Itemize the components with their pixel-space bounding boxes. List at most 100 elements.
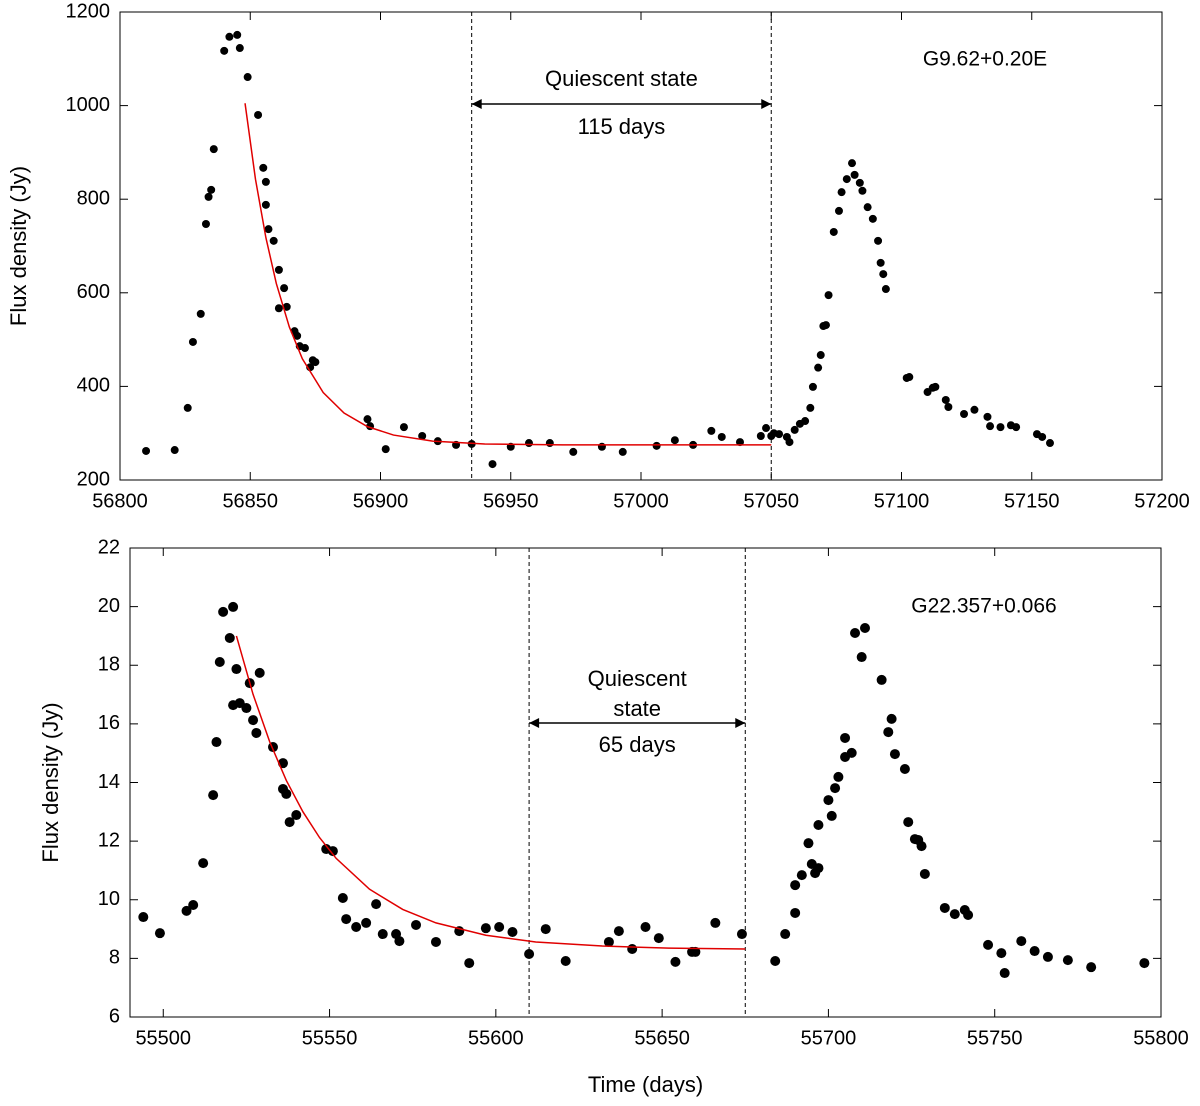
- data-point: [241, 703, 252, 714]
- data-point: [198, 858, 209, 869]
- source-label: G9.62+0.20E: [923, 48, 1047, 71]
- data-point: [282, 302, 291, 311]
- data-point: [204, 192, 213, 201]
- data-point: [868, 214, 877, 223]
- data-point: [860, 623, 871, 634]
- data-point: [850, 628, 861, 639]
- data-point: [876, 674, 887, 685]
- data-point: [327, 846, 338, 857]
- data-point: [251, 727, 262, 738]
- data-point: [840, 732, 851, 743]
- data-point: [905, 373, 914, 382]
- data-point: [293, 331, 302, 340]
- x-tick-label: 56950: [483, 490, 539, 512]
- data-point: [707, 426, 716, 435]
- data-point: [813, 863, 824, 874]
- data-point: [919, 868, 930, 879]
- data-point: [603, 936, 614, 947]
- data-point: [524, 948, 535, 959]
- x-axis-label: Time (days): [588, 1072, 703, 1097]
- data-point: [983, 412, 992, 421]
- data-point: [220, 46, 229, 55]
- data-point: [341, 914, 352, 925]
- data-point: [1042, 951, 1053, 962]
- data-point: [494, 922, 505, 933]
- data-point: [814, 363, 823, 372]
- data-point: [806, 403, 815, 412]
- data-point: [916, 841, 927, 852]
- data-point: [597, 442, 606, 451]
- data-point: [762, 424, 771, 433]
- data-point: [801, 417, 810, 426]
- data-point: [785, 438, 794, 447]
- data-point: [363, 415, 372, 424]
- data-point: [821, 321, 830, 330]
- data-point: [254, 667, 265, 678]
- x-tick-label: 55700: [801, 1027, 857, 1049]
- data-point: [944, 402, 953, 411]
- x-tick-label: 55500: [135, 1027, 191, 1049]
- data-point: [652, 441, 661, 450]
- data-point: [823, 795, 834, 806]
- y-tick-label: 1200: [66, 0, 111, 22]
- data-point: [803, 838, 814, 849]
- data-point: [284, 817, 295, 828]
- data-point: [770, 956, 781, 967]
- x-tick-label: 56900: [353, 490, 409, 512]
- data-point: [970, 405, 979, 414]
- data-point: [796, 870, 807, 881]
- x-tick-label: 57150: [1004, 490, 1060, 512]
- data-point: [488, 460, 497, 469]
- data-point: [1016, 936, 1027, 947]
- data-point: [879, 270, 888, 279]
- data-point: [228, 601, 239, 612]
- x-tick-label: 57100: [874, 490, 930, 512]
- data-point: [986, 422, 995, 431]
- data-point: [618, 447, 627, 456]
- source-label: G22.357+0.066: [911, 595, 1056, 618]
- data-point: [830, 783, 841, 794]
- data-point: [188, 337, 197, 346]
- x-tick-label: 55600: [468, 1027, 524, 1049]
- y-tick-label: 600: [77, 281, 110, 303]
- data-point: [999, 968, 1010, 979]
- data-point: [261, 200, 270, 209]
- data-point: [842, 175, 851, 184]
- y-axis-label: Flux density (Jy): [38, 702, 63, 862]
- x-tick-label: 55750: [967, 1027, 1023, 1049]
- data-point: [613, 926, 624, 937]
- data-point: [899, 764, 910, 775]
- y-tick-label: 22: [98, 536, 120, 558]
- data-point: [569, 447, 578, 456]
- data-point: [209, 145, 218, 154]
- y-tick-label: 20: [98, 595, 120, 617]
- data-point: [170, 446, 179, 455]
- data-point: [949, 909, 960, 920]
- data-point: [640, 922, 651, 933]
- data-point: [856, 652, 867, 663]
- interval-duration: 115 days: [578, 114, 666, 139]
- data-point: [480, 923, 491, 934]
- y-tick-label: 6: [109, 1005, 120, 1027]
- data-point: [850, 170, 859, 179]
- y-tick-label: 1000: [66, 94, 111, 116]
- data-point: [351, 922, 362, 933]
- data-point: [790, 880, 801, 891]
- data-point: [876, 258, 885, 267]
- data-point: [996, 423, 1005, 432]
- data-point: [824, 291, 833, 300]
- data-point: [274, 304, 283, 313]
- data-point: [1062, 955, 1073, 966]
- data-point: [735, 438, 744, 447]
- y-tick-label: 200: [77, 468, 110, 490]
- data-point: [963, 909, 974, 920]
- data-point: [254, 110, 263, 119]
- data-point: [377, 929, 388, 940]
- data-point: [154, 928, 165, 939]
- y-tick-label: 400: [77, 375, 110, 397]
- data-point: [1045, 439, 1054, 448]
- data-point: [775, 430, 784, 439]
- data-point: [903, 817, 914, 828]
- y-tick-label: 14: [98, 771, 120, 793]
